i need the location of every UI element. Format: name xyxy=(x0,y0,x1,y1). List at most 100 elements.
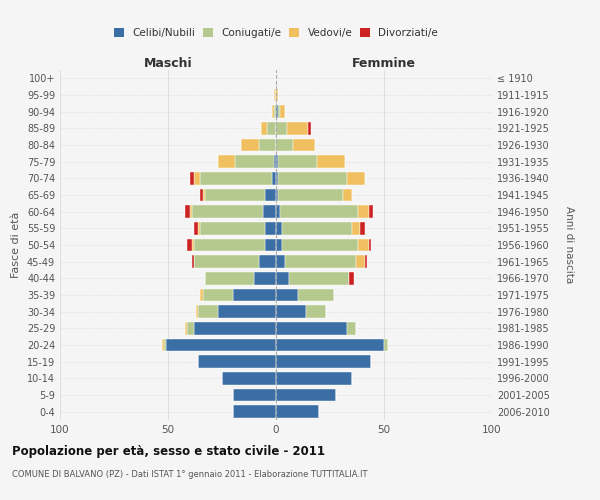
Bar xyxy=(254,272,276,284)
Bar xyxy=(185,206,190,218)
Bar xyxy=(187,239,192,251)
Bar xyxy=(198,306,218,318)
Y-axis label: Anni di nascita: Anni di nascita xyxy=(563,206,574,284)
Bar xyxy=(233,389,276,401)
Bar xyxy=(218,156,235,168)
Bar xyxy=(259,138,276,151)
Bar xyxy=(289,272,349,284)
Bar xyxy=(194,239,265,251)
Bar xyxy=(283,222,352,234)
Bar xyxy=(192,239,194,251)
Bar xyxy=(198,356,276,368)
Bar xyxy=(276,156,278,168)
Bar xyxy=(287,122,308,134)
Bar xyxy=(276,306,306,318)
Bar xyxy=(276,322,347,334)
Text: Popolazione per età, sesso e stato civile - 2011: Popolazione per età, sesso e stato civil… xyxy=(12,445,325,458)
Bar xyxy=(298,289,334,301)
Bar xyxy=(203,188,205,201)
Bar xyxy=(276,256,284,268)
Bar xyxy=(161,339,164,351)
Bar xyxy=(265,188,276,201)
Bar xyxy=(259,256,276,268)
Bar xyxy=(276,89,278,101)
Bar xyxy=(185,322,187,334)
Bar xyxy=(276,389,337,401)
Bar xyxy=(369,239,371,251)
Bar xyxy=(284,256,356,268)
Bar xyxy=(272,106,274,118)
Bar xyxy=(194,222,198,234)
Bar xyxy=(263,206,276,218)
Y-axis label: Fasce di età: Fasce di età xyxy=(11,212,21,278)
Bar xyxy=(352,222,360,234)
Text: COMUNE DI BALVANO (PZ) - Dati ISTAT 1° gennaio 2011 - Elaborazione TUTTITALIA.IT: COMUNE DI BALVANO (PZ) - Dati ISTAT 1° g… xyxy=(12,470,367,479)
Bar xyxy=(276,239,283,251)
Bar xyxy=(218,306,276,318)
Bar xyxy=(194,172,200,184)
Bar xyxy=(194,322,276,334)
Bar xyxy=(358,206,369,218)
Bar xyxy=(192,256,194,268)
Bar xyxy=(278,106,280,118)
Bar xyxy=(278,172,347,184)
Bar xyxy=(200,289,203,301)
Bar xyxy=(343,188,352,201)
Bar xyxy=(278,156,317,168)
Bar xyxy=(196,306,198,318)
Bar xyxy=(276,106,278,118)
Bar xyxy=(365,256,367,268)
Bar xyxy=(317,156,345,168)
Bar xyxy=(276,356,371,368)
Bar xyxy=(356,256,365,268)
Bar xyxy=(347,322,356,334)
Text: Femmine: Femmine xyxy=(352,57,416,70)
Bar xyxy=(369,206,373,218)
Bar xyxy=(280,206,358,218)
Bar xyxy=(265,239,276,251)
Bar xyxy=(276,122,287,134)
Bar xyxy=(233,406,276,418)
Bar xyxy=(349,272,354,284)
Bar xyxy=(347,172,365,184)
Bar xyxy=(276,406,319,418)
Bar xyxy=(358,239,369,251)
Bar xyxy=(200,188,203,201)
Bar xyxy=(384,339,388,351)
Bar xyxy=(276,372,352,384)
Bar xyxy=(203,289,233,301)
Bar xyxy=(308,122,311,134)
Text: Maschi: Maschi xyxy=(143,57,193,70)
Bar xyxy=(192,206,263,218)
Bar xyxy=(205,272,254,284)
Bar xyxy=(276,138,293,151)
Bar xyxy=(198,222,200,234)
Bar xyxy=(233,289,276,301)
Legend: Celibi/Nubili, Coniugati/e, Vedovi/e, Divorziati/e: Celibi/Nubili, Coniugati/e, Vedovi/e, Di… xyxy=(112,26,440,40)
Bar xyxy=(360,222,365,234)
Bar xyxy=(164,339,166,351)
Bar xyxy=(293,138,315,151)
Bar xyxy=(200,222,265,234)
Bar xyxy=(274,106,276,118)
Bar xyxy=(205,188,265,201)
Bar xyxy=(241,138,259,151)
Bar xyxy=(194,256,259,268)
Bar xyxy=(265,222,276,234)
Bar xyxy=(200,172,272,184)
Bar xyxy=(190,206,192,218)
Bar xyxy=(280,106,284,118)
Bar xyxy=(274,89,276,101)
Bar xyxy=(276,272,289,284)
Bar xyxy=(276,206,280,218)
Bar xyxy=(272,172,276,184)
Bar xyxy=(274,156,276,168)
Bar xyxy=(276,289,298,301)
Bar xyxy=(190,172,194,184)
Bar xyxy=(276,188,278,201)
Bar xyxy=(187,322,194,334)
Bar xyxy=(235,156,274,168)
Bar xyxy=(222,372,276,384)
Bar xyxy=(306,306,326,318)
Bar xyxy=(276,339,384,351)
